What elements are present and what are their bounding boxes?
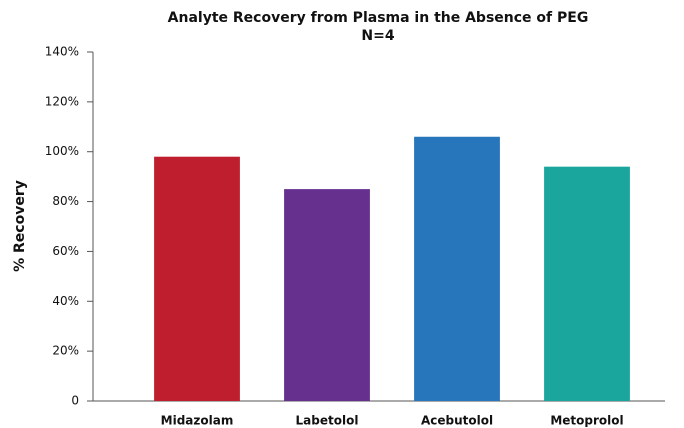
x-tick-label: Midazolam bbox=[161, 414, 234, 428]
y-tick-label: 80% bbox=[52, 194, 79, 208]
y-tick-label: 40% bbox=[52, 294, 79, 308]
chart-title: Analyte Recovery from Plasma in the Abse… bbox=[168, 10, 589, 26]
y-tick-label: 20% bbox=[52, 344, 79, 358]
y-tick-label: 0 bbox=[71, 394, 79, 408]
chart-subtitle: N=4 bbox=[361, 28, 394, 44]
x-tick-label: Labetolol bbox=[296, 414, 359, 428]
y-tick-label: 140% bbox=[45, 45, 79, 59]
x-tick-label: Acebutolol bbox=[421, 414, 493, 428]
bar bbox=[154, 156, 240, 401]
y-axis-label: % Recovery bbox=[12, 180, 28, 272]
bar bbox=[284, 189, 370, 401]
bar bbox=[414, 136, 500, 401]
y-tick-label: 60% bbox=[52, 244, 79, 258]
bar bbox=[544, 166, 630, 401]
y-tick-label: 120% bbox=[45, 94, 79, 108]
x-tick-label: Metoprolol bbox=[550, 414, 623, 428]
y-tick-label: 100% bbox=[45, 144, 79, 158]
